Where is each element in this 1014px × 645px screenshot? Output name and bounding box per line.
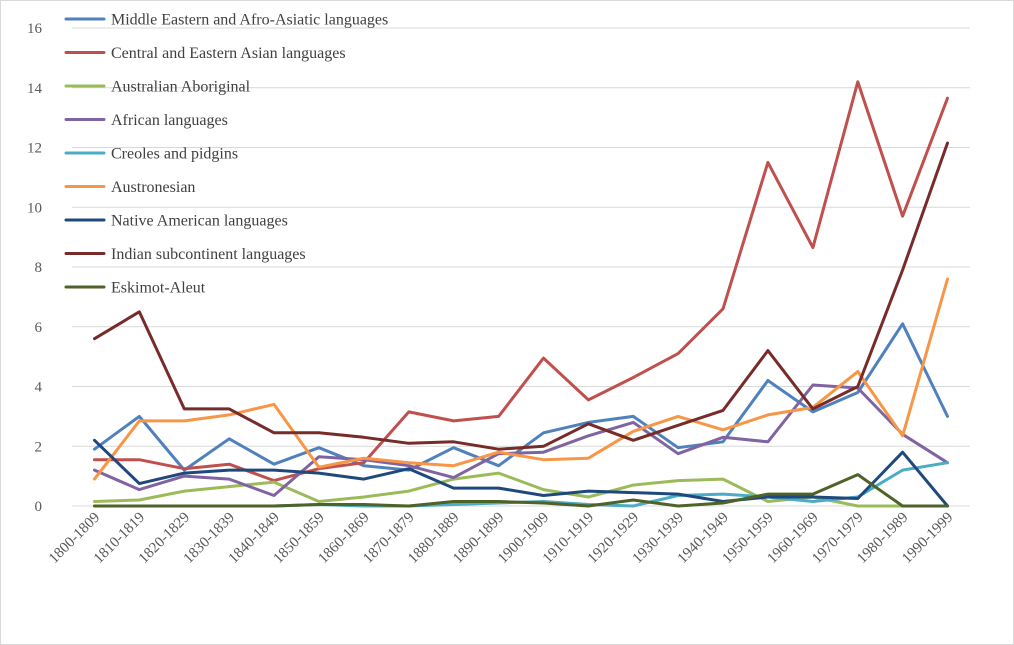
y-tick-label: 6 xyxy=(35,320,43,336)
y-tick-label: 8 xyxy=(35,260,43,276)
legend-entry: Central and Eastern Asian languages xyxy=(111,45,346,62)
y-axis-ticks: 0 2 4 6 8 10 12 14 16 xyxy=(27,21,43,515)
series-line xyxy=(93,438,949,508)
legend: Middle Eastern and Afro-Asiatic language… xyxy=(64,12,388,297)
legend-entry: Austronesian xyxy=(111,179,195,196)
gridlines xyxy=(72,27,970,507)
legend-entry: Eskimot-Aleut xyxy=(111,280,206,297)
series-line xyxy=(93,141,949,451)
series-line xyxy=(93,80,949,483)
legend-entry: Middle Eastern and Afro-Asiatic language… xyxy=(111,12,388,29)
y-tick-label: 10 xyxy=(27,200,42,216)
x-axis-ticks: 1800-18091810-18191820-18291830-18391840… xyxy=(46,510,956,567)
y-tick-label: 4 xyxy=(35,380,43,396)
legend-entry: Indian subcontinent languages xyxy=(111,246,306,263)
legend-entry: Native American languages xyxy=(111,213,288,230)
y-tick-label: 2 xyxy=(35,439,43,455)
y-tick-label: 0 xyxy=(35,499,43,515)
series-lines xyxy=(93,80,949,508)
legend-entry: Creoles and pidgins xyxy=(111,146,238,163)
y-tick-label: 12 xyxy=(27,141,42,157)
series-line xyxy=(93,383,949,497)
y-tick-label: 14 xyxy=(27,81,43,97)
legend-entry: African languages xyxy=(111,112,228,129)
series-line xyxy=(93,473,949,508)
legend-entry: Australian Aboriginal xyxy=(111,79,251,96)
y-tick-label: 16 xyxy=(27,21,43,37)
